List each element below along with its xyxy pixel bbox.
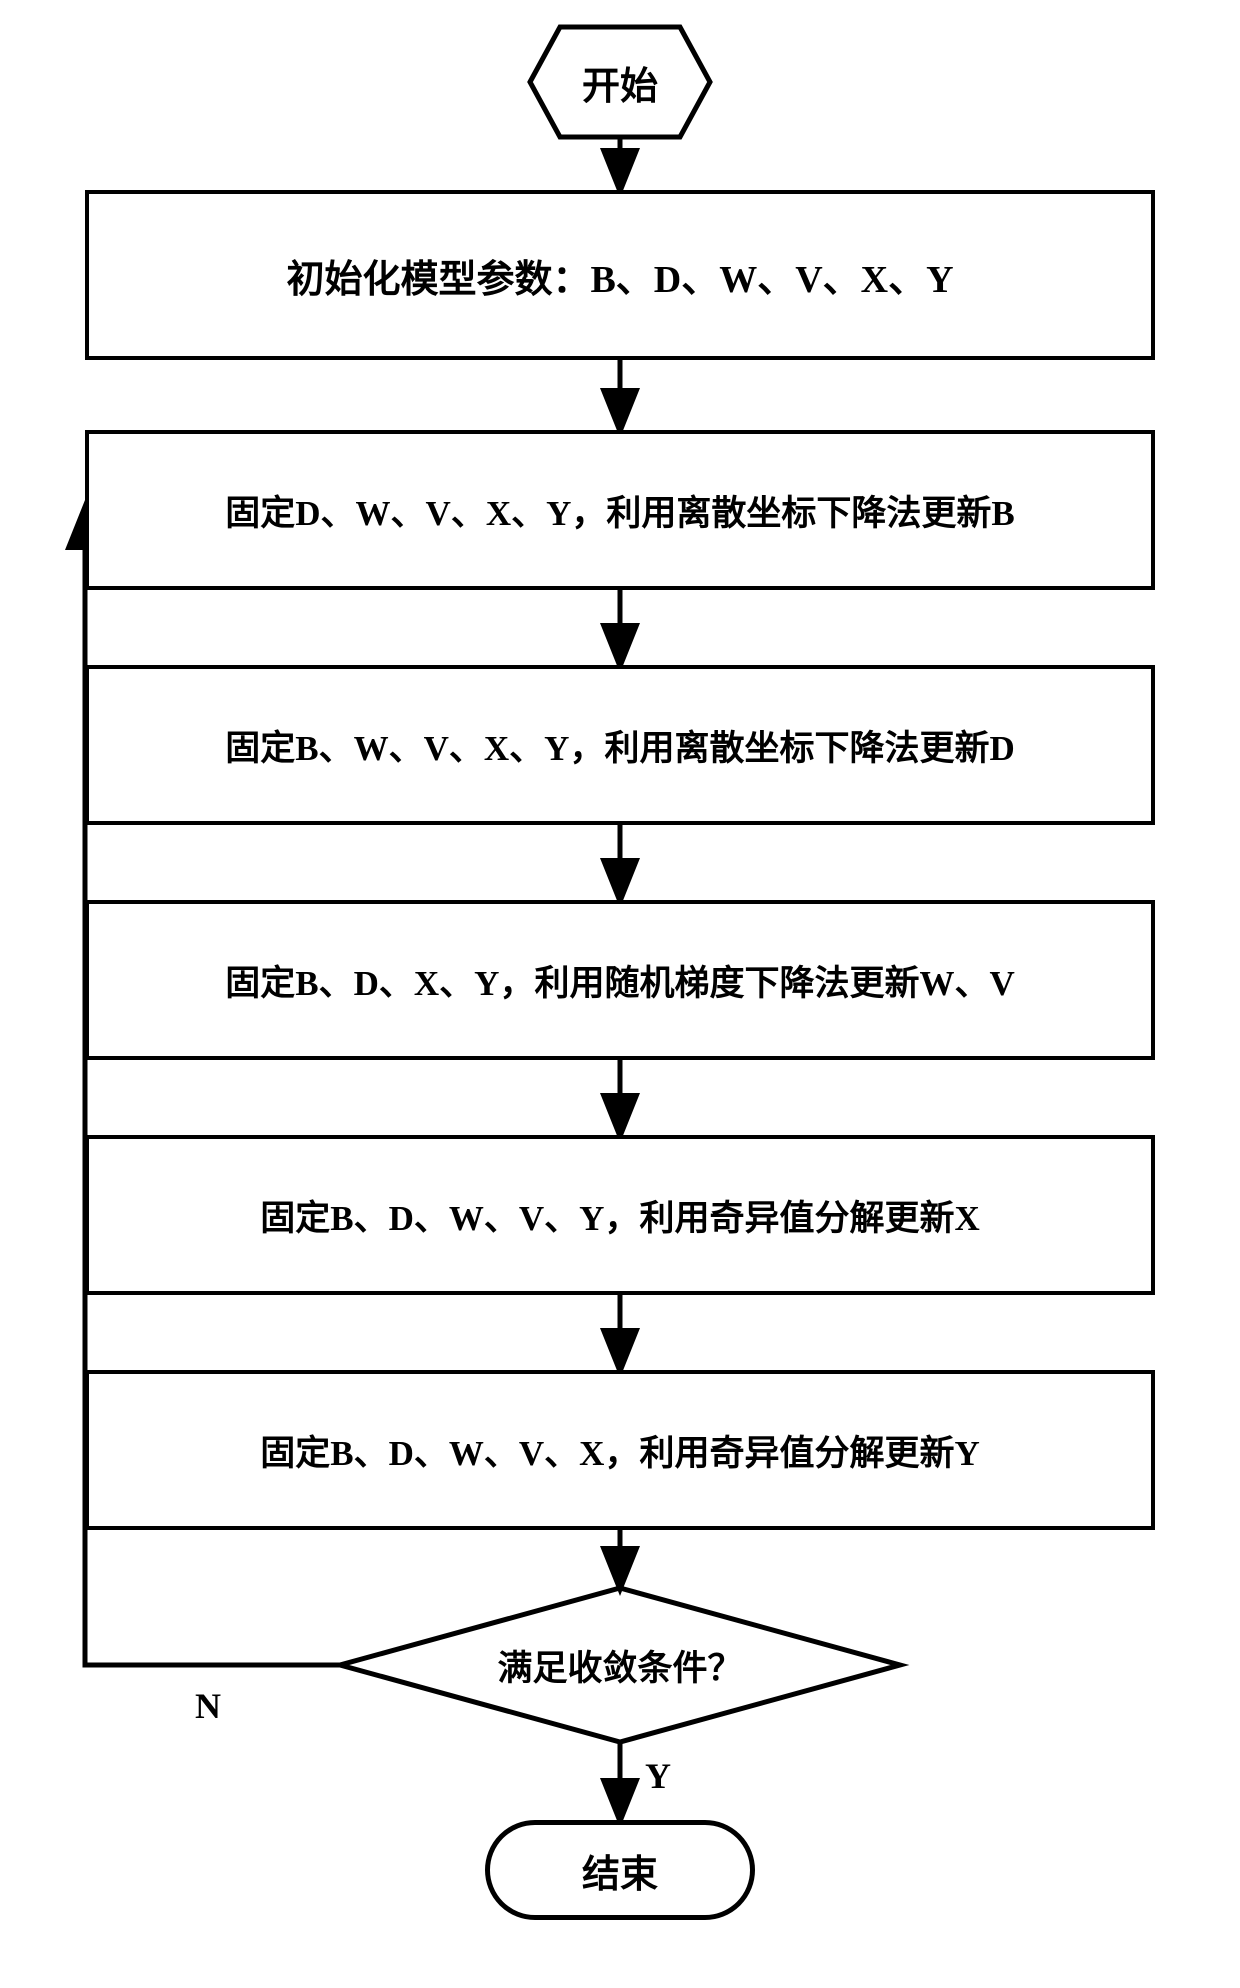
update-x-node: 固定B、D、W、V、Y，利用奇异值分解更新X	[85, 1135, 1155, 1295]
update-x-text: 固定B、D、W、V、Y，利用奇异值分解更新X	[260, 1190, 979, 1241]
update-b-text: 固定D、W、V、X、Y，利用离散坐标下降法更新B	[225, 485, 1014, 536]
init-node: 初始化模型参数：B、D、W、V、X、Y	[85, 190, 1155, 360]
update-d-text: 固定B、W、V、X、Y，利用离散坐标下降法更新D	[225, 720, 1014, 771]
update-b-node: 固定D、W、V、X、Y，利用离散坐标下降法更新B	[85, 430, 1155, 590]
decision-text: 满足收敛条件？	[497, 1640, 742, 1691]
start-label: 开始	[500, 27, 740, 137]
edge-label-y: Y	[645, 1755, 671, 1797]
update-wv-text: 固定B、D、X、Y，利用随机梯度下降法更新W、V	[225, 955, 1014, 1006]
end-text: 结束	[582, 1843, 658, 1898]
update-y-node: 固定B、D、W、V、X，利用奇异值分解更新Y	[85, 1370, 1155, 1530]
decision-label: 满足收敛条件？	[340, 1588, 900, 1743]
edge-label-n: N	[195, 1685, 221, 1727]
update-d-node: 固定B、W、V、X、Y，利用离散坐标下降法更新D	[85, 665, 1155, 825]
flowchart-container: 开始 初始化模型参数：B、D、W、V、X、Y 固定D、W、V、X、Y，利用离散坐…	[0, 0, 1240, 1988]
init-text: 初始化模型参数：B、D、W、V、X、Y	[286, 248, 953, 303]
end-node: 结束	[485, 1820, 755, 1920]
start-text: 开始	[582, 55, 658, 110]
update-wv-node: 固定B、D、X、Y，利用随机梯度下降法更新W、V	[85, 900, 1155, 1060]
update-y-text: 固定B、D、W、V、X，利用奇异值分解更新Y	[260, 1425, 979, 1476]
